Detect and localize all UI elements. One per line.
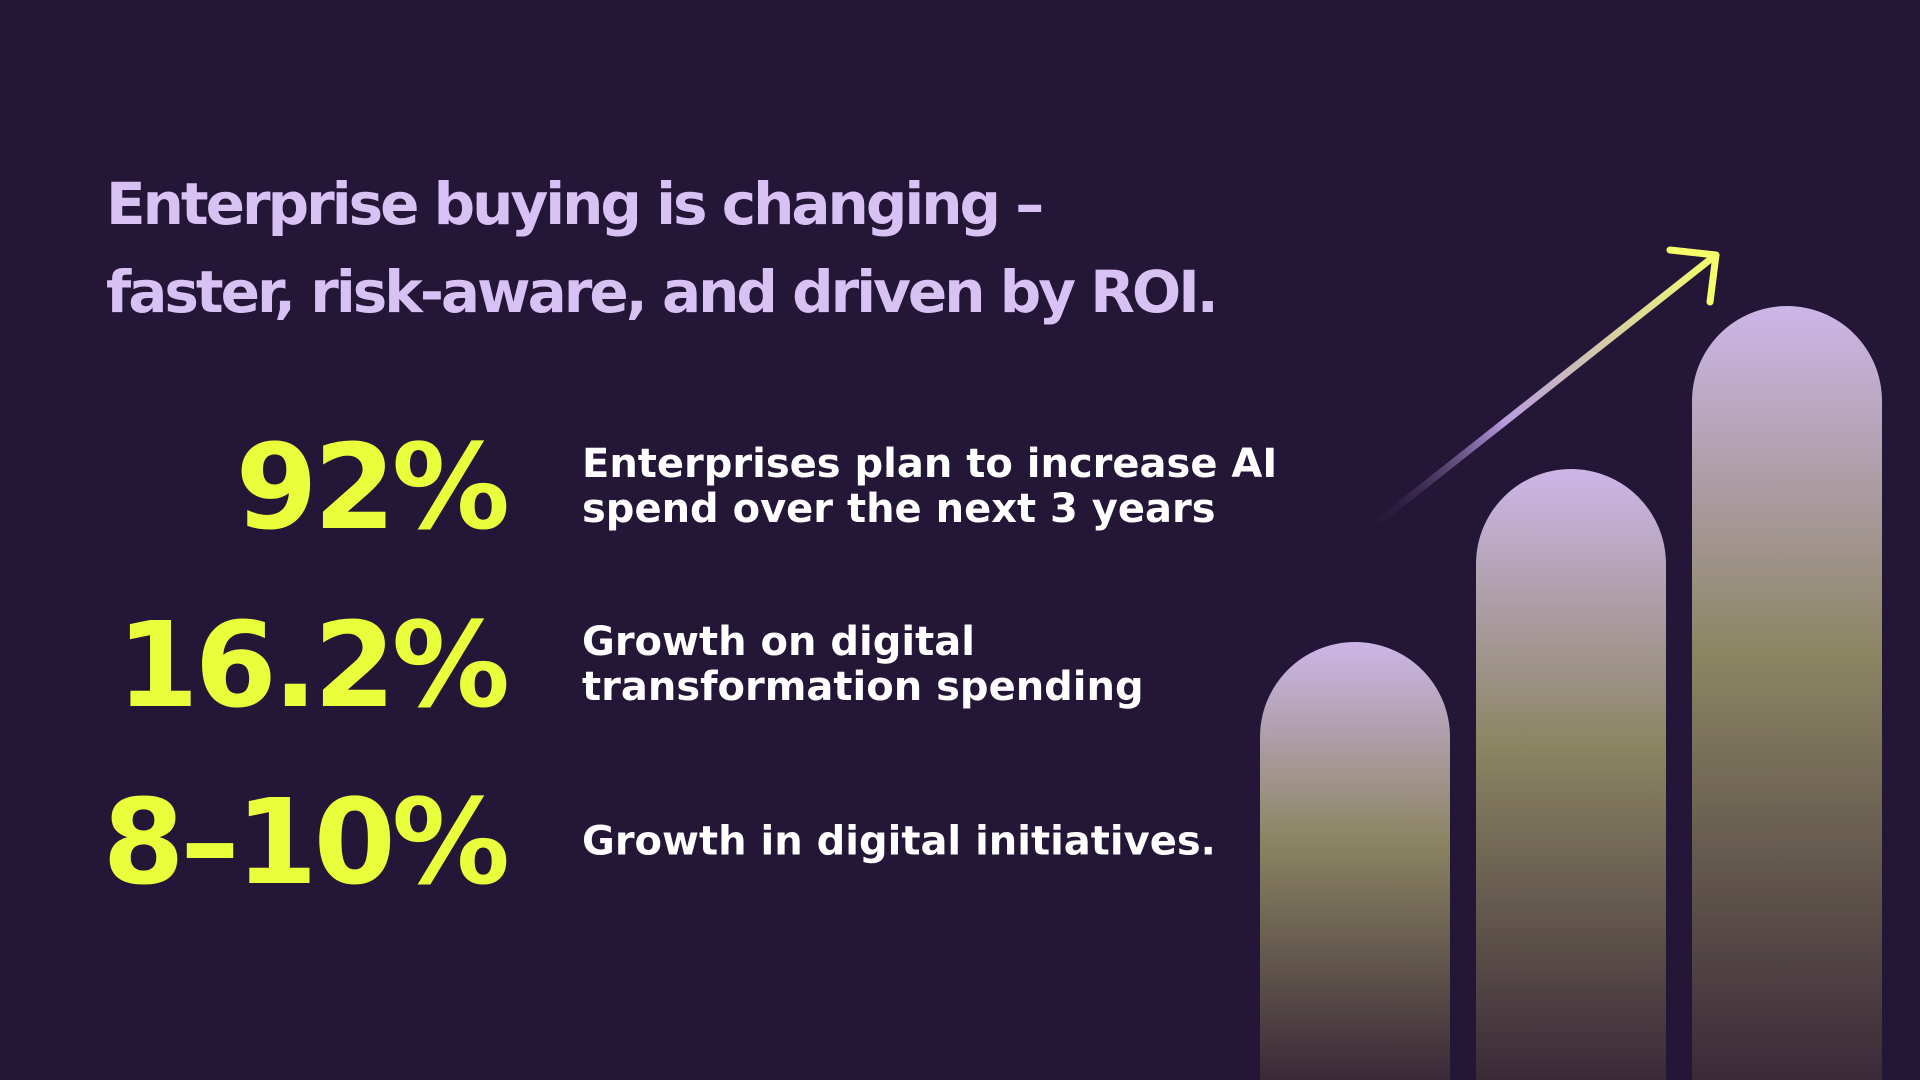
arrow-line	[1359, 254, 1716, 538]
description-line: spend over the next 3 years	[582, 486, 1216, 532]
description-line: transformation spending	[582, 664, 1144, 710]
bar-shape	[1476, 469, 1666, 1080]
stat-description: Growth in digital initiatives.	[582, 818, 1216, 865]
stat-figure: 16.2%	[116, 596, 510, 734]
stat-row: 92% Enterprises plan to increase AI spend …	[0, 402, 1300, 572]
arrow-head	[1666, 246, 1720, 306]
headline-line: faster, risk-aware, and driven by ROI.	[106, 258, 1219, 326]
description-line: Enterprises plan to increase AI	[582, 441, 1278, 487]
headline-line: Enterprise buying is changing –	[106, 170, 1044, 238]
stat-figure: 92%	[235, 418, 510, 556]
headline: Enterprise buying is changing – faster, …	[106, 160, 1219, 336]
stat-description: Enterprises plan to increase AI spend ove…	[582, 442, 1277, 532]
stat-row: 8–10% Growth in digital initiatives.	[0, 757, 1300, 927]
stat-figure: 8–10%	[102, 773, 510, 911]
description-line: Growth in digital initiatives.	[582, 818, 1216, 865]
description-line: Growth on digital	[582, 619, 975, 665]
stat-row: 16.2% Growth on digital transformation spe…	[0, 580, 1300, 750]
bar-shape	[1260, 642, 1450, 1080]
stat-description: Growth on digital transformation spending	[582, 620, 1144, 710]
bar-shape	[1692, 306, 1882, 1080]
